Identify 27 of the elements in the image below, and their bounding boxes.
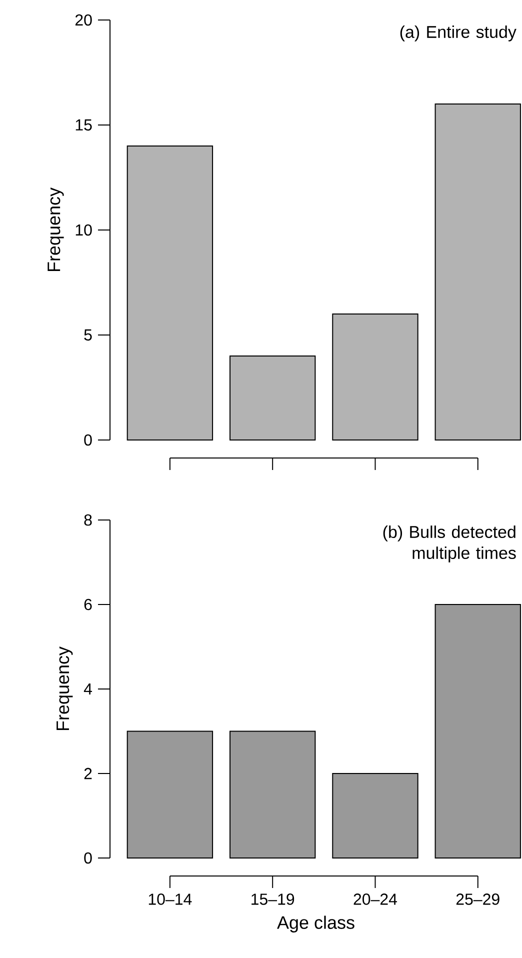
y-tick-label: 0 — [84, 852, 92, 864]
x-axis-title: Age class — [277, 916, 354, 933]
bar — [126, 145, 214, 440]
y-tick-label: 0 — [84, 434, 92, 446]
x-tick-label: 10–14 — [148, 894, 192, 905]
bar — [434, 604, 521, 858]
x-tick-label: 20–24 — [354, 894, 397, 905]
y-tick-label: 5 — [84, 329, 92, 341]
y-tick-label: 6 — [84, 598, 92, 610]
y-tick-label: 2 — [84, 768, 92, 780]
bar — [126, 730, 214, 858]
y-tick-label: 8 — [84, 514, 92, 526]
bar — [434, 103, 521, 440]
annotation: (b) Bulls detected multiple times — [383, 526, 516, 562]
y-tick-label: 4 — [84, 683, 92, 695]
bar — [229, 730, 316, 858]
bar — [332, 313, 418, 440]
x-tick-label: 15–19 — [252, 894, 294, 905]
y-axis-title: Frequency — [56, 646, 73, 730]
bar — [229, 355, 316, 440]
y-axis-title: Frequency — [48, 188, 64, 272]
y-tick-label: 10 — [76, 224, 92, 236]
y-tick-label: 20 — [75, 14, 92, 26]
y-tick-label: 15 — [76, 119, 92, 131]
bar — [332, 773, 418, 858]
x-tick-label: 25–29 — [456, 894, 500, 905]
annotation: (a) Entire study — [400, 26, 516, 42]
